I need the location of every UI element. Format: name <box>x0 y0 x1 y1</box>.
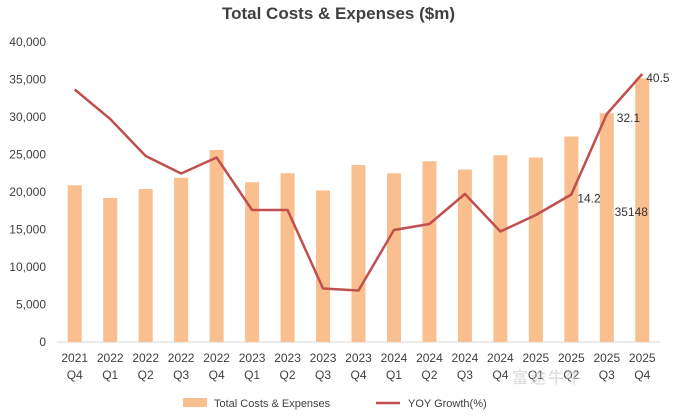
x-tick-label-quarter: Q2 <box>138 368 154 382</box>
x-tick-label-quarter: Q4 <box>350 368 366 382</box>
x-tick-label-year: 2024 <box>381 351 408 365</box>
bar <box>138 189 153 342</box>
bar <box>103 198 118 342</box>
x-tick-label-year: 2025 <box>558 351 585 365</box>
bar <box>599 113 614 342</box>
x-tick-label-year: 2022 <box>97 351 124 365</box>
x-tick-label-quarter: Q3 <box>599 368 615 382</box>
bar <box>457 169 472 342</box>
line-data-label: 32.1 <box>617 111 641 125</box>
x-tick-label-quarter: Q3 <box>315 368 331 382</box>
x-tick-label-quarter: Q3 <box>173 368 189 382</box>
y-tick-label: 15,000 <box>9 223 46 237</box>
bar <box>528 157 543 342</box>
x-tick-label-year: 2022 <box>203 351 230 365</box>
y-tick-label: 40,000 <box>9 35 46 49</box>
bar <box>564 136 579 342</box>
x-tick-label-quarter: Q3 <box>457 368 473 382</box>
bar <box>386 173 401 342</box>
x-tick-label-quarter: Q2 <box>563 368 579 382</box>
bar <box>493 155 508 342</box>
bar <box>635 78 650 342</box>
line-data-label: 14.2 <box>577 192 601 206</box>
x-tick-label-quarter: Q1 <box>386 368 402 382</box>
x-tick-label-quarter: Q2 <box>421 368 437 382</box>
bar <box>280 173 295 342</box>
x-tick-label-quarter: Q1 <box>102 368 118 382</box>
legend: Total Costs & Expenses YOY Growth(%) <box>183 398 487 410</box>
x-tick-label-year: 2023 <box>274 351 301 365</box>
bar <box>209 150 224 342</box>
x-tick-label-year: 2025 <box>523 351 550 365</box>
y-tick-label: 35,000 <box>9 73 46 87</box>
bar <box>351 165 366 342</box>
chart-title: Total Costs & Expenses ($m) <box>221 4 456 23</box>
y-tick-label: 10,000 <box>9 260 46 274</box>
bar <box>422 161 437 342</box>
x-tick-label-year: 2022 <box>132 351 159 365</box>
y-tick-label: 20,000 <box>9 185 46 199</box>
y-axis-labels: 0 5,000 10,000 15,000 20,000 25,000 30,000 35,0… <box>9 35 46 349</box>
x-tick-label-year: 2023 <box>345 351 372 365</box>
x-tick-label-year: 2024 <box>487 351 514 365</box>
x-tick-label-quarter: Q1 <box>244 368 260 382</box>
legend-label-bar: Total Costs & Expenses <box>214 398 331 410</box>
x-tick-label-year: 2023 <box>310 351 337 365</box>
bar-series <box>67 78 650 342</box>
y-tick-label: 25,000 <box>9 148 46 162</box>
x-tick-label-year: 2025 <box>593 351 620 365</box>
x-tick-label-year: 2023 <box>239 351 266 365</box>
x-tick-label-quarter: Q4 <box>209 368 225 382</box>
x-tick-label-year: 2022 <box>168 351 195 365</box>
line-data-label: 40.5 <box>646 71 670 85</box>
bar <box>67 185 82 342</box>
line-series <box>73 73 644 292</box>
y-tick-label: 30,000 <box>9 110 46 124</box>
bar <box>245 182 260 342</box>
growth-line <box>73 73 644 292</box>
y-tick-label: 5,000 <box>16 298 46 312</box>
y-tick-label: 0 <box>39 335 46 349</box>
x-tick-label-year: 2024 <box>452 351 479 365</box>
bar <box>174 177 189 342</box>
x-tick-label-quarter: Q4 <box>67 368 83 382</box>
x-tick-label-quarter: Q1 <box>528 368 544 382</box>
bar <box>316 190 331 342</box>
x-tick-label-quarter: Q2 <box>280 368 296 382</box>
legend-swatch-bar <box>183 398 207 407</box>
x-tick-label-year: 2025 <box>629 351 656 365</box>
x-tick-label-quarter: Q4 <box>492 368 508 382</box>
watermark-logo: 富途牛牛 <box>512 368 585 387</box>
x-tick-label-year: 2021 <box>61 351 88 365</box>
data-labels: 14.2 32.1 40.5 35148 <box>577 71 670 219</box>
bar-data-label: 35148 <box>615 205 649 219</box>
x-tick-label-year: 2024 <box>416 351 443 365</box>
legend-label-line: YOY Growth(%) <box>408 398 487 410</box>
x-axis-labels: 2021 Q4 2022 Q1 2022 Q2 2022 Q3 2022 Q4 2023 Q1 2023… <box>61 351 656 382</box>
x-tick-label-quarter: Q4 <box>634 368 650 382</box>
